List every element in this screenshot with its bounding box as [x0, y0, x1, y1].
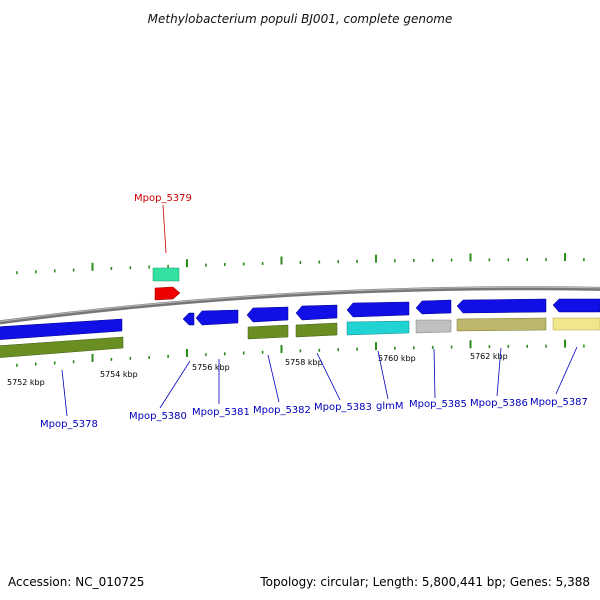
gene-arrow-mpop-5387[interactable] — [552, 298, 600, 313]
gene-label-mpop-5383[interactable]: Mpop_5383 — [314, 402, 372, 413]
position-label: 5762 kbp — [470, 352, 508, 361]
gene-label-mpop-5378[interactable]: Mpop_5378 — [40, 419, 98, 430]
gene-arrow-mpop-5380[interactable] — [182, 312, 195, 326]
leader-line-mpop-5378 — [61, 369, 68, 417]
cds-box-mpop-5383[interactable] — [295, 322, 338, 338]
position-label: 5752 kbp — [7, 378, 45, 387]
leader-line-mpop-5385 — [433, 348, 436, 399]
gene-label-mpop-5385[interactable]: Mpop_5385 — [409, 399, 467, 410]
position-label: 5760 kbp — [378, 354, 416, 363]
position-labels: 5752 kbp 5754 kbp 5756 kbp 5758 kbp 5760… — [7, 352, 508, 387]
genome-summary-text: Topology: circular; Length: 5,800,441 bp… — [259, 575, 590, 589]
leader-line-mpop-5386 — [496, 347, 502, 397]
tick-marks-top — [16, 253, 585, 275]
gene-arrow-mpop-5381[interactable] — [195, 309, 239, 326]
cds-box-mpop-5378[interactable] — [0, 336, 124, 358]
gene-label-mpop-5386[interactable]: Mpop_5386 — [470, 398, 528, 409]
gene-arrow-mpop-5379[interactable] — [154, 286, 181, 301]
leader-line-glmm — [377, 350, 389, 400]
gene-arrow-mpop-5382[interactable] — [246, 306, 289, 323]
gene-label-mpop-5381[interactable]: Mpop_5381 — [192, 407, 250, 418]
gene-arrow-glmm[interactable] — [346, 301, 410, 318]
gene-arrow-mpop-5383[interactable] — [295, 304, 338, 321]
gene-arrow-mpop-5386[interactable] — [456, 298, 547, 314]
genome-backbone-highlight — [0, 286, 600, 322]
cds-box-mpop-5385[interactable] — [415, 319, 452, 334]
leader-line-mpop-5382 — [267, 354, 280, 403]
map-title: Methylobacterium populi BJ001, complete … — [148, 12, 453, 26]
position-label: 5756 kbp — [192, 363, 230, 372]
leader-line-mpop-5379 — [162, 204, 167, 254]
gene-arrow-mpop-5378[interactable] — [0, 318, 123, 340]
tick-marks-bottom — [16, 339, 585, 367]
leader-line-mpop-5380 — [159, 360, 191, 409]
gene-label-mpop-5382[interactable]: Mpop_5382 — [253, 405, 311, 416]
gene-labels: Mpop_5378 Mpop_5379 Mpop_5380 Mpop_5381 … — [40, 193, 588, 430]
position-label: 5754 kbp — [100, 370, 138, 379]
cds-box-mpop-5382[interactable] — [247, 324, 289, 340]
leader-line-mpop-5383 — [316, 352, 341, 401]
cds-box-glmm[interactable] — [346, 320, 410, 336]
cds-box-mpop-5387[interactable] — [552, 317, 600, 331]
leader-line-mpop-5387 — [555, 346, 578, 395]
accession-text: Accession: NC_010725 — [8, 575, 144, 589]
gene-label-mpop-5379[interactable]: Mpop_5379 — [134, 193, 192, 204]
gene-label-mpop-5380[interactable]: Mpop_5380 — [129, 411, 187, 422]
gene-features — [0, 267, 600, 358]
cds-box-mpop-5379[interactable] — [152, 267, 180, 282]
cds-box-mpop-5386[interactable] — [456, 317, 547, 332]
leader-lines — [61, 204, 578, 417]
position-label: 5758 kbp — [285, 358, 323, 367]
gene-arrow-mpop-5385[interactable] — [415, 299, 452, 315]
genome-backbone — [0, 286, 600, 325]
gene-label-glmm[interactable]: glmM — [376, 401, 404, 412]
gene-label-mpop-5387[interactable]: Mpop_5387 — [530, 397, 588, 408]
